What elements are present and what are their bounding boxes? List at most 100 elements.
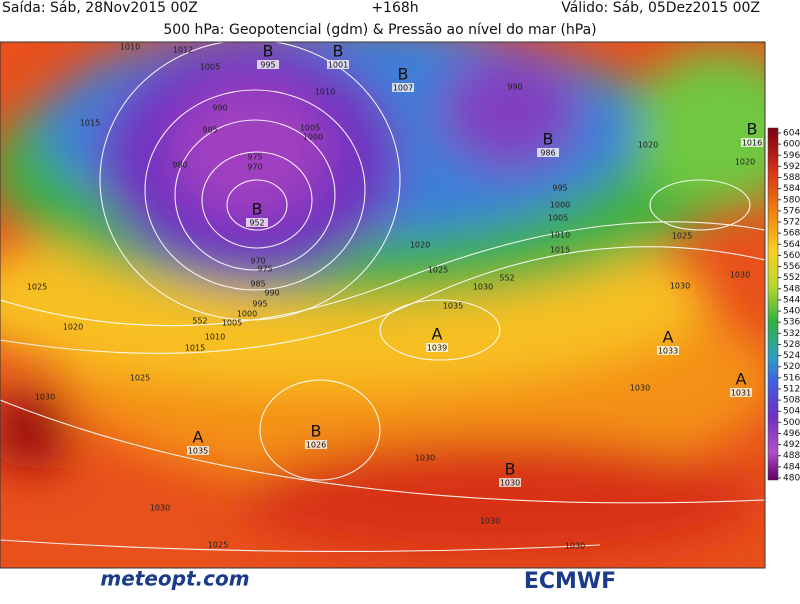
center-value: 1033 bbox=[658, 347, 678, 356]
center-symbol: B bbox=[333, 42, 344, 61]
isobar-label: 1005 bbox=[200, 63, 220, 72]
colorbar-label: 504 bbox=[783, 407, 800, 417]
map-field bbox=[0, 42, 765, 568]
isobar-label: 1025 bbox=[27, 283, 47, 292]
center-value-box bbox=[392, 83, 414, 92]
center-value: 1016 bbox=[742, 139, 762, 148]
colorbar-label: 532 bbox=[783, 329, 800, 339]
center-value-box bbox=[657, 346, 679, 355]
isobar-label: 995 bbox=[252, 300, 267, 309]
center-value: 1026 bbox=[306, 441, 326, 450]
isobar-label: 990 bbox=[264, 289, 279, 298]
isobar-label: 985 bbox=[202, 126, 217, 135]
colorbar-label: 576 bbox=[783, 206, 800, 216]
isobar-label: 1012 bbox=[173, 46, 193, 55]
isobar-label: 995 bbox=[552, 184, 567, 193]
colorbar bbox=[767, 127, 779, 481]
center-symbol: B bbox=[747, 120, 758, 139]
center-value: 1007 bbox=[393, 84, 413, 93]
lead-time: +168h bbox=[371, 0, 418, 16]
valid-time: Válido: Sáb, 05Dez2015 00Z bbox=[561, 0, 760, 16]
center-symbol: B bbox=[263, 42, 274, 61]
isobar-label: 1020 bbox=[735, 158, 755, 167]
colorbar-label: 572 bbox=[783, 218, 800, 228]
center-value-box bbox=[187, 446, 209, 455]
colorbar-label: 492 bbox=[783, 440, 800, 450]
isobar-label: 975 bbox=[247, 153, 262, 162]
colorbar-label: 588 bbox=[783, 173, 800, 183]
center-value: 1039 bbox=[427, 344, 447, 353]
center-value: 1030 bbox=[500, 479, 520, 488]
center-value: 1031 bbox=[731, 389, 751, 398]
center-symbol: B bbox=[505, 460, 516, 479]
colorbar-label: 564 bbox=[783, 240, 800, 250]
isobar-label: 1030 bbox=[480, 517, 500, 526]
colorbar-label: 556 bbox=[783, 262, 800, 272]
colorbar-label: 512 bbox=[783, 384, 800, 394]
center-value: 952 bbox=[249, 219, 264, 228]
isobar-label: 1030 bbox=[415, 454, 435, 463]
colorbar-label: 516 bbox=[783, 373, 800, 383]
isobar-label: 1030 bbox=[150, 504, 170, 513]
isobar-label: 1035 bbox=[443, 302, 463, 311]
colorbar-label: 488 bbox=[783, 451, 800, 461]
center-symbol: B bbox=[398, 65, 409, 84]
colorbar-label: 584 bbox=[783, 184, 800, 194]
isobar-label: 1030 bbox=[730, 271, 750, 280]
center-value-box bbox=[246, 218, 268, 227]
isobar-label: 970 bbox=[247, 163, 262, 172]
isobar-label: 1005 bbox=[222, 319, 242, 328]
colorbar-label: 548 bbox=[783, 284, 800, 294]
isobar-label: 1030 bbox=[630, 384, 650, 393]
colorbar-label: 600 bbox=[783, 140, 800, 150]
isobar-label: 1030 bbox=[473, 283, 493, 292]
colorbar-label: 592 bbox=[783, 162, 800, 172]
center-symbol: B bbox=[543, 130, 554, 149]
center-symbol: B bbox=[252, 200, 263, 219]
center-value-box bbox=[730, 388, 752, 397]
isobar-label: 1010 bbox=[315, 88, 335, 97]
isobar-label: 552 bbox=[499, 274, 514, 283]
isobar-label: 1005 bbox=[548, 214, 568, 223]
center-value-box bbox=[327, 60, 349, 69]
center-value: 1035 bbox=[188, 447, 208, 456]
isobar-label: 1000 bbox=[237, 310, 257, 319]
center-value: 986 bbox=[540, 149, 555, 158]
center-symbol: B bbox=[311, 422, 322, 441]
colorbar-label: 596 bbox=[783, 151, 800, 161]
center-value: 1001 bbox=[328, 61, 348, 70]
isobar-label: 1025 bbox=[672, 232, 692, 241]
center-value-box bbox=[537, 148, 559, 157]
center-value-box bbox=[426, 343, 448, 352]
center-symbol: A bbox=[193, 428, 204, 447]
colorbar-label: 544 bbox=[783, 295, 800, 305]
isobar-label: 975 bbox=[257, 265, 272, 274]
colorbar-label: 552 bbox=[783, 273, 800, 283]
center-value-box bbox=[499, 478, 521, 487]
isobar-label: 990 bbox=[212, 104, 227, 113]
colorbar-label: 540 bbox=[783, 307, 800, 317]
colorbar-label: 484 bbox=[783, 462, 800, 472]
colorbar-label: 496 bbox=[783, 429, 800, 439]
map-title: 500 hPa: Geopotencial (gdm) & Pressão ao… bbox=[163, 22, 596, 38]
colorbar-label: 560 bbox=[783, 251, 800, 261]
colorbar-label: 524 bbox=[783, 351, 800, 361]
ecmwf-logo: ECMWF bbox=[524, 569, 616, 594]
isobar-label: 1015 bbox=[185, 344, 205, 353]
isobar-label: 1010 bbox=[550, 231, 570, 240]
isobar-label: 985 bbox=[250, 280, 265, 289]
isobar-label: 1030 bbox=[670, 282, 690, 291]
center-symbol: A bbox=[663, 328, 674, 347]
isobar-label: 1030 bbox=[35, 393, 55, 402]
isobar-label: 1025 bbox=[428, 266, 448, 275]
center-symbol: A bbox=[736, 370, 747, 389]
colorbar-label: 604 bbox=[783, 129, 800, 139]
isobar-label: 552 bbox=[192, 317, 207, 326]
run-time: Saída: Sáb, 28Nov2015 00Z bbox=[2, 0, 198, 16]
colorbar-label: 568 bbox=[783, 229, 800, 239]
colorbar-label: 500 bbox=[783, 418, 800, 428]
isobar-label: 1010 bbox=[205, 333, 225, 342]
isobar-label: 1000 bbox=[550, 201, 570, 210]
center-symbol: A bbox=[432, 325, 443, 344]
